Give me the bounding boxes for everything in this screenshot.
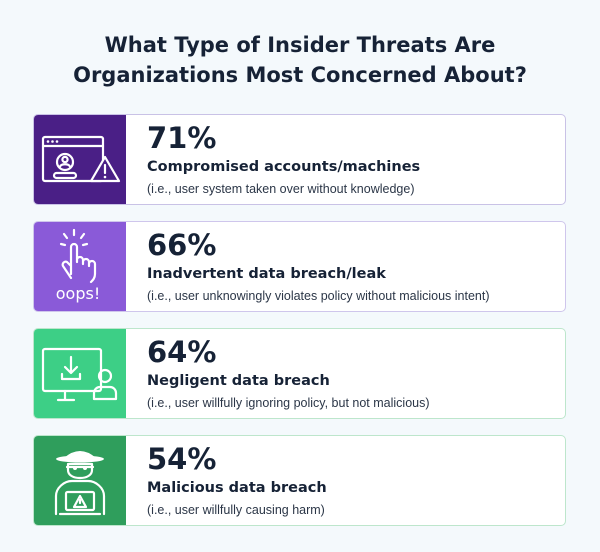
threat-type-label: Negligent data breach xyxy=(147,373,330,389)
threat-type-label: Malicious data breach xyxy=(147,480,327,496)
tap-oops-icon: oops! xyxy=(56,228,100,303)
threat-card: 64% Negligent data breach (i.e., user will… xyxy=(33,328,566,419)
threat-description: (i.e., user system taken over without kn… xyxy=(147,182,415,196)
svg-text:oops!: oops! xyxy=(56,284,100,303)
percentage-value: 54% xyxy=(147,442,217,476)
threat-description: (i.e., user unknowingly violates policy … xyxy=(147,289,490,303)
browser-warning-icon xyxy=(41,135,121,183)
threat-type-label: Inadvertent data breach/leak xyxy=(147,266,386,282)
percentage-value: 66% xyxy=(147,228,217,262)
icon-panel xyxy=(34,329,126,418)
threat-card: 71% Compromised accounts/machines (i.e., u… xyxy=(33,114,566,205)
icon-panel xyxy=(34,436,126,525)
threat-card: oops! 66% Inadvertent data breach/leak (i.… xyxy=(33,221,566,312)
percentage-value: 71% xyxy=(147,121,217,155)
threat-description: (i.e., user willfully ignoring policy, b… xyxy=(147,396,430,410)
chart-title: What Type of Insider Threats Are Organiz… xyxy=(0,30,600,90)
threat-type-label: Compromised accounts/machines xyxy=(147,159,421,175)
hacker-laptop-icon xyxy=(54,451,106,516)
icon-panel: oops! xyxy=(34,222,126,311)
threat-description: (i.e., user willfully causing harm) xyxy=(147,503,325,517)
percentage-value: 64% xyxy=(147,335,217,369)
monitor-download-user-icon xyxy=(41,347,118,402)
threat-card: 54% Malicious data breach (i.e., user will… xyxy=(33,435,566,526)
title-line-1: What Type of Insider Threats Are xyxy=(104,33,496,57)
icon-panel xyxy=(34,115,126,204)
title-line-2: Organizations Most Concerned About? xyxy=(73,63,527,87)
